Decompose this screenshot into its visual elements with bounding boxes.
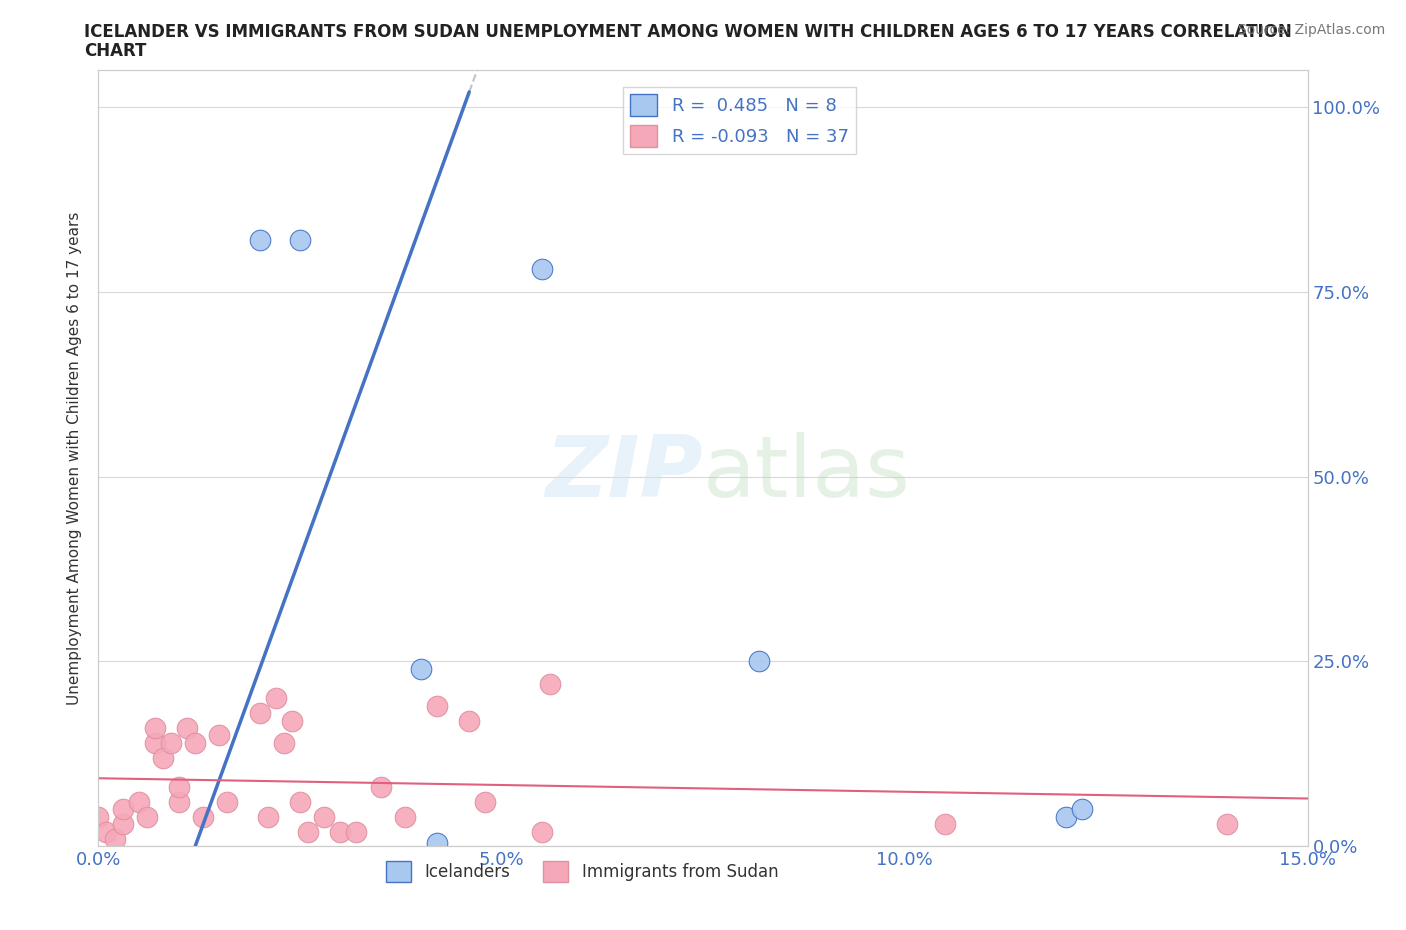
Legend: Icelanders, Immigrants from Sudan: Icelanders, Immigrants from Sudan	[380, 855, 785, 888]
Point	[176, 721, 198, 736]
Text: CHART: CHART	[84, 42, 146, 60]
Point	[249, 706, 271, 721]
Point	[143, 736, 166, 751]
Point	[256, 809, 278, 824]
Point	[111, 817, 134, 831]
Point	[288, 232, 311, 247]
Point	[167, 779, 190, 794]
Point	[474, 794, 496, 809]
Point	[458, 713, 481, 728]
Point	[297, 824, 319, 839]
Point	[288, 794, 311, 809]
Text: Source: ZipAtlas.com: Source: ZipAtlas.com	[1237, 23, 1385, 37]
Point	[329, 824, 352, 839]
Point	[344, 824, 367, 839]
Point	[530, 824, 553, 839]
Point	[426, 835, 449, 850]
Y-axis label: Unemployment Among Women with Children Ages 6 to 17 years: Unemployment Among Women with Children A…	[67, 211, 83, 705]
Point	[1070, 802, 1092, 817]
Point	[135, 809, 157, 824]
Text: atlas: atlas	[703, 432, 911, 515]
Point	[370, 779, 392, 794]
Point	[426, 698, 449, 713]
Point	[152, 751, 174, 765]
Point	[314, 809, 336, 824]
Point	[111, 802, 134, 817]
Point	[128, 794, 150, 809]
Point	[167, 794, 190, 809]
Point	[193, 809, 215, 824]
Point	[394, 809, 416, 824]
Point	[273, 736, 295, 751]
Point	[96, 824, 118, 839]
Point	[217, 794, 239, 809]
Point	[208, 728, 231, 743]
Point	[184, 736, 207, 751]
Point	[748, 654, 770, 669]
Text: ZIP: ZIP	[546, 432, 703, 515]
Point	[160, 736, 183, 751]
Text: ICELANDER VS IMMIGRANTS FROM SUDAN UNEMPLOYMENT AMONG WOMEN WITH CHILDREN AGES 6: ICELANDER VS IMMIGRANTS FROM SUDAN UNEMP…	[84, 23, 1292, 41]
Point	[87, 809, 110, 824]
Point	[1216, 817, 1239, 831]
Point	[143, 721, 166, 736]
Point	[249, 232, 271, 247]
Point	[530, 262, 553, 277]
Point	[103, 831, 125, 846]
Point	[934, 817, 956, 831]
Point	[1054, 809, 1077, 824]
Point	[281, 713, 304, 728]
Point	[409, 661, 432, 676]
Point	[264, 691, 287, 706]
Point	[538, 676, 561, 691]
